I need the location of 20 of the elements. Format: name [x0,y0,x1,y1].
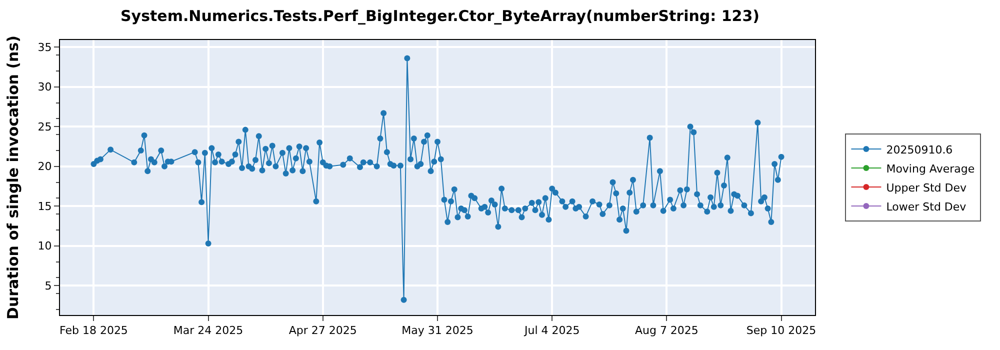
y-axis-title: Duration of single invocation (ns) [4,36,22,320]
y-tick-label: 30 [38,80,52,94]
y-tick-label: 35 [38,41,52,54]
y-tick-label: 15 [38,200,52,213]
legend-label: Moving Average [886,162,975,176]
y-tick-label: 25 [38,120,52,134]
x-tick-label: Mar 24 2025 [173,324,244,338]
x-tick-label: Aug 7 2025 [634,324,698,338]
legend-label: Lower Std Dev [886,200,967,214]
x-tick-label: Apr 27 2025 [288,324,357,338]
x-tick-label: Jul 4 2025 [523,324,580,338]
legend-label: Upper Std Dev [886,181,968,194]
x-tick-label: May 31 2025 [402,324,474,338]
x-tick-label: Sep 10 2025 [746,324,816,338]
chart-title: System.Numerics.Tests.Perf_BigInteger.Ctor_ByteArray(numberString: 123) [120,7,760,25]
y-tick-label: 5 [44,279,52,292]
y-tick-label: 10 [38,240,52,253]
legend-label: 20250910.6 [886,143,953,156]
x-tick-label: Feb 18 2025 [59,324,128,338]
y-tick-label: 20 [38,160,52,174]
